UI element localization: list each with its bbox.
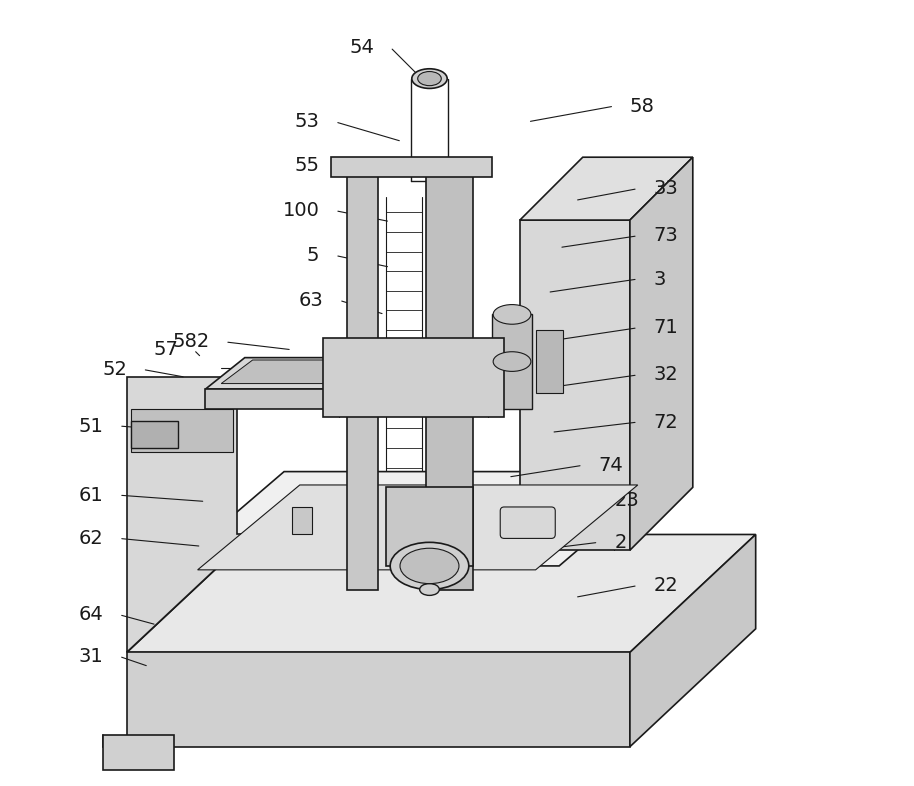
Ellipse shape — [494, 351, 531, 371]
Ellipse shape — [412, 68, 447, 89]
Polygon shape — [473, 358, 512, 409]
Text: 22: 22 — [654, 576, 678, 595]
Ellipse shape — [418, 72, 441, 86]
Polygon shape — [331, 157, 493, 177]
Text: 72: 72 — [654, 413, 678, 432]
Polygon shape — [127, 534, 756, 652]
Text: 73: 73 — [654, 226, 678, 245]
Polygon shape — [426, 173, 473, 590]
Polygon shape — [174, 472, 669, 566]
Text: 33: 33 — [654, 179, 678, 198]
Polygon shape — [630, 534, 756, 747]
Text: 2: 2 — [614, 533, 627, 552]
Text: 71: 71 — [654, 318, 678, 337]
Text: 74: 74 — [599, 456, 623, 475]
Text: 52: 52 — [102, 360, 127, 379]
Ellipse shape — [395, 501, 417, 516]
Polygon shape — [347, 173, 378, 590]
Polygon shape — [206, 389, 473, 409]
Polygon shape — [127, 652, 630, 747]
Text: 62: 62 — [79, 529, 103, 548]
Text: 58: 58 — [630, 97, 654, 116]
Text: 57: 57 — [153, 340, 178, 359]
Ellipse shape — [390, 542, 469, 590]
Text: 63: 63 — [299, 291, 324, 310]
Ellipse shape — [400, 549, 459, 583]
Polygon shape — [493, 314, 532, 409]
Polygon shape — [206, 358, 512, 389]
Polygon shape — [131, 409, 233, 452]
Polygon shape — [131, 421, 178, 448]
Polygon shape — [103, 735, 174, 770]
Polygon shape — [127, 377, 252, 652]
Text: 32: 32 — [654, 365, 678, 384]
Polygon shape — [630, 157, 693, 550]
FancyBboxPatch shape — [500, 507, 555, 538]
Text: 54: 54 — [349, 38, 375, 57]
Polygon shape — [520, 220, 630, 550]
Polygon shape — [387, 487, 473, 566]
Text: 55: 55 — [294, 156, 320, 174]
Polygon shape — [324, 338, 505, 417]
Text: 100: 100 — [282, 201, 320, 220]
Polygon shape — [536, 330, 563, 393]
Polygon shape — [520, 157, 693, 220]
Text: 582: 582 — [172, 332, 209, 351]
Text: 31: 31 — [79, 647, 103, 666]
Polygon shape — [197, 485, 638, 570]
Text: 5: 5 — [307, 246, 320, 265]
Polygon shape — [221, 360, 488, 384]
Polygon shape — [292, 507, 312, 534]
Ellipse shape — [420, 583, 440, 596]
Text: 23: 23 — [614, 491, 639, 510]
Ellipse shape — [494, 305, 531, 324]
Text: 64: 64 — [79, 605, 103, 624]
Text: 51: 51 — [79, 417, 103, 435]
Text: 61: 61 — [79, 486, 103, 505]
Text: 53: 53 — [294, 112, 320, 131]
Text: 3: 3 — [654, 270, 666, 288]
